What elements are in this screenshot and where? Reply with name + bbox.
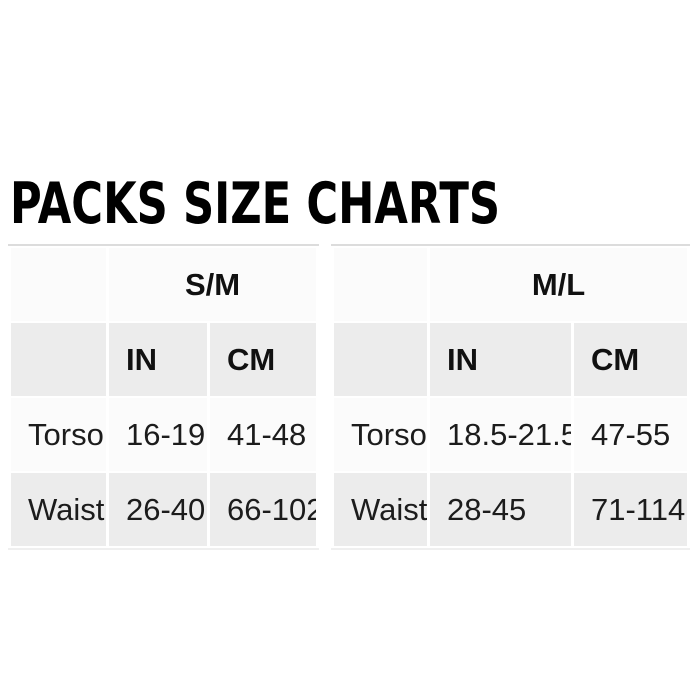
cell-torso-in: 18.5-21.5 [430,398,571,471]
corner-cell [11,248,106,321]
cell-waist-cm: 66-102 [210,473,316,546]
table-row: Torso 18.5-21.5 47-55 [334,398,687,471]
size-charts-section: S/M IN CM Torso 16-19 41-48 Waist 26-40 … [8,244,690,550]
corner-cell [334,248,427,321]
row-label-torso: Torso [11,398,106,471]
table-row: Waist 26-40 66-102 [11,473,316,546]
corner-cell [11,323,106,396]
cell-waist-cm: 71-114 [574,473,687,546]
cell-torso-cm: 47-55 [574,398,687,471]
column-header-in: IN [109,323,207,396]
cell-waist-in: 26-40 [109,473,207,546]
cell-torso-cm: 41-48 [210,398,316,471]
table-row: Waist 28-45 71-114 [334,473,687,546]
size-group-header-sm: S/M [109,248,316,321]
column-header-cm: CM [574,323,687,396]
size-group-header-ml: M/L [430,248,687,321]
column-header-cm: CM [210,323,316,396]
table-row: IN CM [11,323,316,396]
row-label-waist: Waist [11,473,106,546]
row-label-waist: Waist [334,473,427,546]
size-table-ml: M/L IN CM Torso 18.5-21.5 47-55 Waist 28… [331,244,690,550]
size-table-sm: S/M IN CM Torso 16-19 41-48 Waist 26-40 … [8,244,319,550]
row-label-torso: Torso [334,398,427,471]
table-row: M/L [334,248,687,321]
cell-waist-in: 28-45 [430,473,571,546]
column-header-in: IN [430,323,571,396]
corner-cell [334,323,427,396]
cell-torso-in: 16-19 [109,398,207,471]
table-row: IN CM [334,323,687,396]
table-row: Torso 16-19 41-48 [11,398,316,471]
page-title: PACKS SIZE CHARTS [10,171,501,238]
table-row: S/M [11,248,316,321]
